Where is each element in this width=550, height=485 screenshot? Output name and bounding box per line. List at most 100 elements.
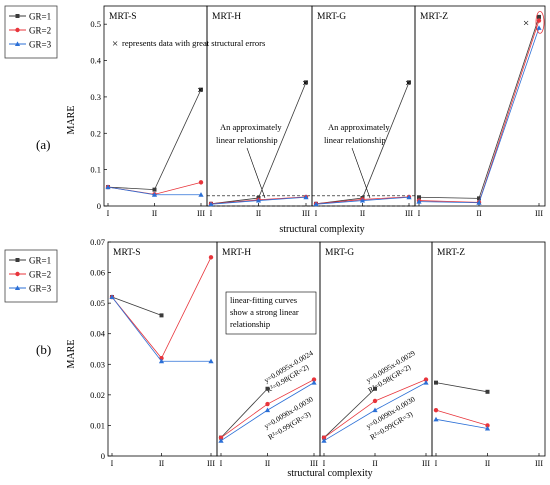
subplot-title: MRT-S: [109, 12, 137, 22]
data-point-gr3: [372, 407, 378, 413]
fit-note-3: relationship: [230, 319, 270, 329]
series-line-gr1: [107, 89, 202, 191]
x-tick-label: III: [197, 209, 205, 218]
x-tick-label: II: [360, 209, 366, 218]
data-point-gr3: [416, 199, 422, 204]
legend-entries-a: GR=1 GR=2 GR=3: [9, 12, 52, 50]
y-tick-label-b: 0.05: [90, 298, 105, 308]
linear-note-g-1: An approximately: [328, 122, 390, 132]
y-axis-label-a: MARE: [66, 106, 77, 135]
annotations-top: × represents data with great structural …: [112, 38, 390, 199]
y-tick-label-b: 0.03: [90, 359, 105, 369]
data-point-gr3: [311, 380, 317, 385]
legend-bottom: [4, 249, 58, 303]
subplot-title: MRT-H: [222, 248, 251, 258]
x-tick-label: III: [207, 459, 215, 468]
data-point-gr2: [265, 401, 270, 407]
y-tick-label-a: 0: [97, 201, 101, 211]
subplot-title: MRT-G: [325, 248, 354, 258]
data-point-gr1: [434, 380, 438, 385]
data-point-gr3: [208, 358, 214, 364]
data-point-gr3: [158, 358, 165, 364]
linear-arrow-h: [246, 147, 266, 199]
x-tick-label: II: [265, 459, 271, 468]
subplot-b-mrt-z: MRT-ZI II III: [431, 241, 546, 468]
subplot-a-mrt-h: MRT-HI II III×: [206, 5, 313, 218]
x-tick-label: II: [256, 209, 262, 218]
y-tick-label-b: 0.07: [90, 237, 105, 247]
data-point-gr2: [485, 423, 490, 428]
x-tick-label: I: [418, 209, 421, 218]
y-tick-label-b: 0.06: [90, 268, 105, 278]
linear-note-h-1: An approximately: [220, 122, 282, 132]
data-point-gr3: [476, 200, 482, 205]
great-error-note: represents data with great structural er…: [122, 38, 265, 48]
linear-arrow-g: [351, 147, 371, 199]
data-point-gr3: [313, 201, 319, 207]
data-point-gr1: [417, 195, 421, 200]
legend-label-a-2: GR=2: [29, 26, 51, 36]
data-point-gr1: [199, 87, 203, 92]
data-point-gr3: [359, 197, 366, 203]
data-point-gr1: [477, 196, 481, 201]
data-point-gr3: [255, 197, 262, 203]
panel-label-b: (b): [36, 342, 51, 357]
subplot-a-mrt-g: MRT-GI II III×: [311, 5, 416, 218]
series-line-gr1: [435, 382, 488, 393]
fit-note-1: linear-fitting curves: [230, 295, 297, 305]
y-axis-label-b: MARE: [66, 340, 77, 369]
series-line-gr3: [111, 296, 211, 362]
x-tick-label: II: [159, 459, 165, 468]
data-point-gr2: [433, 407, 439, 413]
subplot-b-mrt-g: MRT-GI II III: [319, 241, 433, 468]
x-tick-label: III: [310, 459, 318, 468]
linear-note-g-2: linear relationship: [324, 135, 386, 145]
x-tick-label: II: [476, 209, 482, 218]
great-error-marker: ×: [112, 38, 118, 50]
series-line-gr1: [323, 388, 376, 438]
panel-label-a: (a): [36, 137, 50, 152]
subplot-title: MRT-S: [113, 248, 141, 258]
x-tick-label: II: [152, 209, 158, 218]
fit-note-2: show a strong linear: [230, 307, 299, 317]
error-cross: ×: [405, 77, 411, 89]
data-point-gr3: [198, 192, 204, 197]
error-cluster-circle: [535, 10, 545, 34]
error-cross: ×: [523, 17, 529, 29]
x-tick-label: I: [220, 459, 223, 468]
subplot-title: MRT-Z: [437, 248, 465, 258]
data-point-gr1: [265, 386, 270, 391]
x-tick-label: I: [210, 209, 213, 218]
data-point-gr1: [152, 187, 157, 192]
subplot-frame: [103, 5, 208, 207]
data-point-gr2: [321, 435, 327, 440]
data-point-gr3: [109, 294, 115, 300]
series-line-gr2: [418, 20, 540, 203]
subplot-a-mrt-z: MRT-ZI II III×: [414, 5, 546, 218]
y-tick-label-a: 0.2: [90, 128, 101, 138]
x-tick-label: II: [372, 459, 378, 468]
data-point-gr2: [423, 377, 429, 382]
annotations-bottom: linear-fitting curves show a strong line…: [225, 291, 417, 442]
series-line-gr3: [418, 27, 540, 204]
data-point-gr2: [198, 180, 204, 185]
data-point-gr1: [485, 389, 490, 394]
legend-label-b-3: GR=3: [29, 284, 52, 294]
legend-marker-a-1: [15, 14, 20, 18]
series-line-gr1: [418, 16, 540, 199]
data-point-gr3: [433, 416, 439, 422]
data-point-gr2: [536, 18, 542, 23]
y-tick-label-a: 0.3: [90, 92, 101, 102]
series-line-gr3: [435, 418, 488, 429]
series-line-gr1: [220, 388, 268, 438]
x-tick-label: I: [323, 459, 326, 468]
legend-marker-b-1: [15, 258, 20, 262]
data-point-gr1: [159, 313, 164, 318]
data-point-gr2: [218, 435, 224, 440]
error-cross: ×: [197, 85, 203, 97]
subplot-frame: [431, 241, 546, 457]
data-point-gr3: [484, 425, 491, 431]
x-tick-label: III: [535, 209, 543, 218]
data-point-gr3: [406, 194, 412, 200]
